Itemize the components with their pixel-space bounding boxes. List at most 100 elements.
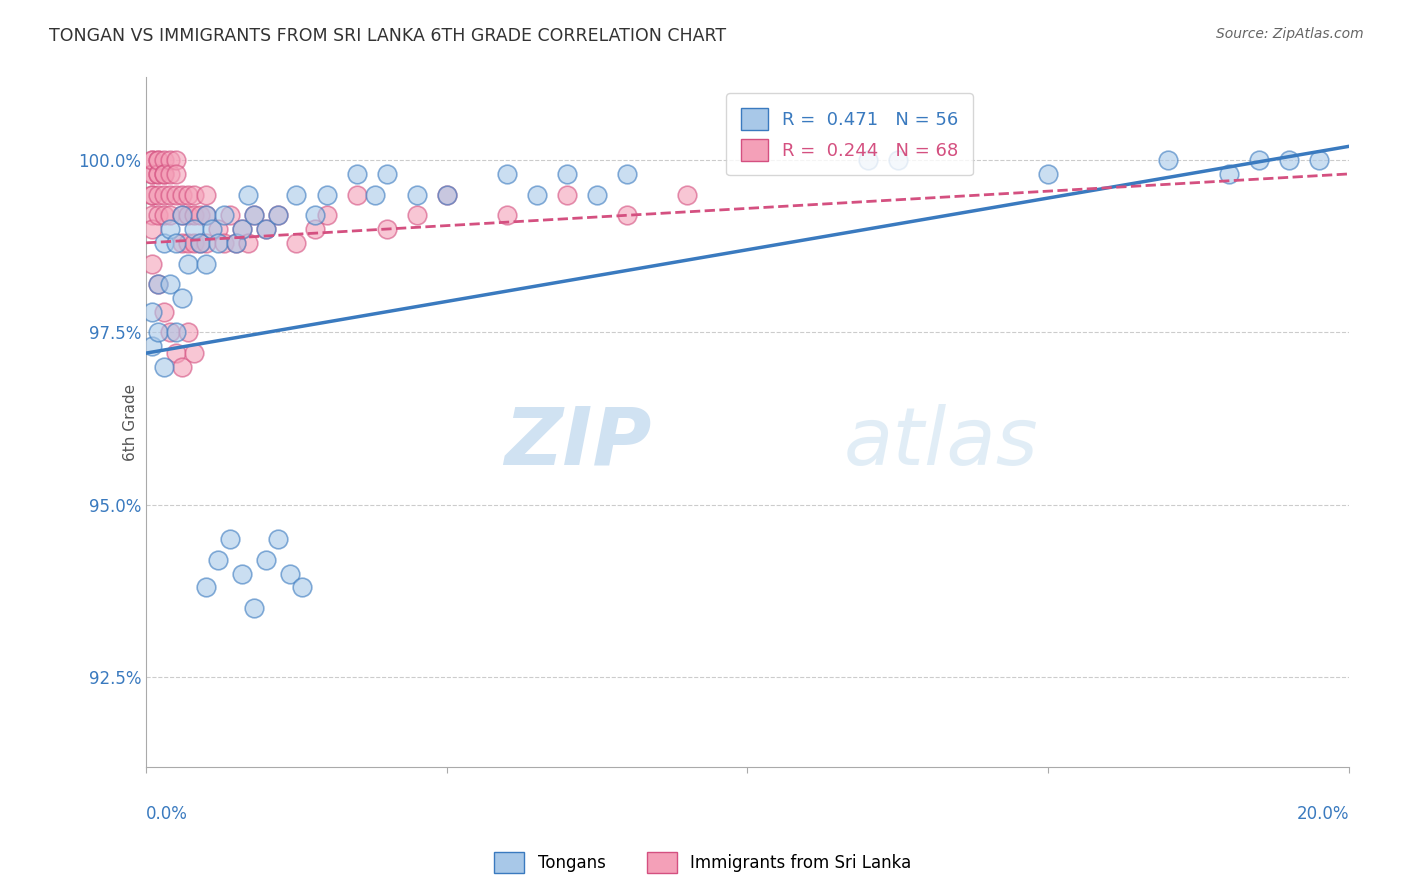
Point — [238, 187, 260, 202]
Point — [165, 235, 187, 250]
Point — [146, 208, 169, 222]
Text: Source: ZipAtlas.com: Source: ZipAtlas.com — [1216, 27, 1364, 41]
Point — [159, 277, 181, 292]
Point — [172, 187, 194, 202]
Point — [141, 153, 163, 168]
Point — [225, 235, 247, 250]
Point — [346, 187, 368, 202]
Point — [177, 187, 200, 202]
Point — [165, 153, 187, 168]
Point — [183, 187, 205, 202]
Point — [405, 208, 427, 222]
Point — [254, 222, 277, 236]
Point — [285, 235, 308, 250]
Point — [172, 291, 194, 305]
Point — [195, 187, 218, 202]
Point — [141, 187, 163, 202]
Point — [1278, 153, 1301, 168]
Point — [304, 222, 326, 236]
Point — [375, 222, 398, 236]
Point — [207, 222, 229, 236]
Point — [153, 304, 176, 318]
Point — [141, 167, 163, 181]
Point — [141, 187, 163, 202]
Point — [153, 235, 176, 250]
Point — [183, 222, 205, 236]
Legend: R =  0.471   N = 56, R =  0.244   N = 68: R = 0.471 N = 56, R = 0.244 N = 68 — [727, 94, 973, 176]
Point — [195, 581, 218, 595]
Point — [201, 222, 224, 236]
Point — [214, 235, 236, 250]
Point — [238, 235, 260, 250]
Point — [177, 235, 200, 250]
Point — [153, 167, 176, 181]
Point — [207, 235, 229, 250]
Point — [153, 187, 176, 202]
Point — [243, 208, 266, 222]
Text: 0.0%: 0.0% — [146, 805, 188, 823]
Text: 20.0%: 20.0% — [1296, 805, 1348, 823]
Point — [141, 222, 163, 236]
Point — [159, 167, 181, 181]
Point — [146, 167, 169, 181]
Point — [153, 359, 176, 374]
Point — [146, 153, 169, 168]
Point — [159, 326, 181, 340]
Point — [436, 187, 458, 202]
Point — [254, 553, 277, 567]
Point — [436, 187, 458, 202]
Point — [526, 187, 548, 202]
Point — [676, 187, 699, 202]
Point — [165, 187, 187, 202]
Point — [1218, 167, 1240, 181]
Point — [165, 167, 187, 181]
Point — [146, 326, 169, 340]
Point — [219, 208, 242, 222]
Point — [496, 167, 519, 181]
Point — [214, 208, 236, 222]
Point — [141, 339, 163, 353]
Point — [315, 208, 337, 222]
Point — [141, 304, 163, 318]
Point — [231, 222, 253, 236]
Point — [346, 167, 368, 181]
Point — [159, 222, 181, 236]
Point — [172, 359, 194, 374]
Point — [616, 167, 638, 181]
Point — [856, 153, 879, 168]
Point — [195, 235, 218, 250]
Point — [177, 208, 200, 222]
Point — [141, 153, 163, 168]
Point — [159, 187, 181, 202]
Point — [231, 566, 253, 581]
Point — [146, 277, 169, 292]
Point — [183, 346, 205, 360]
Point — [172, 235, 194, 250]
Point — [1157, 153, 1180, 168]
Point — [315, 187, 337, 202]
Point — [153, 208, 176, 222]
Point — [555, 167, 578, 181]
Point — [159, 153, 181, 168]
Point — [177, 326, 200, 340]
Point — [141, 208, 163, 222]
Point — [172, 208, 194, 222]
Point — [219, 532, 242, 546]
Point — [586, 187, 609, 202]
Point — [146, 153, 169, 168]
Point — [141, 167, 163, 181]
Y-axis label: 6th Grade: 6th Grade — [122, 384, 138, 460]
Point — [195, 256, 218, 270]
Point — [363, 187, 385, 202]
Point — [146, 167, 169, 181]
Text: atlas: atlas — [844, 404, 1039, 482]
Point — [267, 208, 290, 222]
Point — [231, 222, 253, 236]
Point — [183, 208, 205, 222]
Point — [207, 553, 229, 567]
Point — [555, 187, 578, 202]
Point — [146, 277, 169, 292]
Point — [195, 208, 218, 222]
Point — [188, 208, 211, 222]
Point — [887, 153, 910, 168]
